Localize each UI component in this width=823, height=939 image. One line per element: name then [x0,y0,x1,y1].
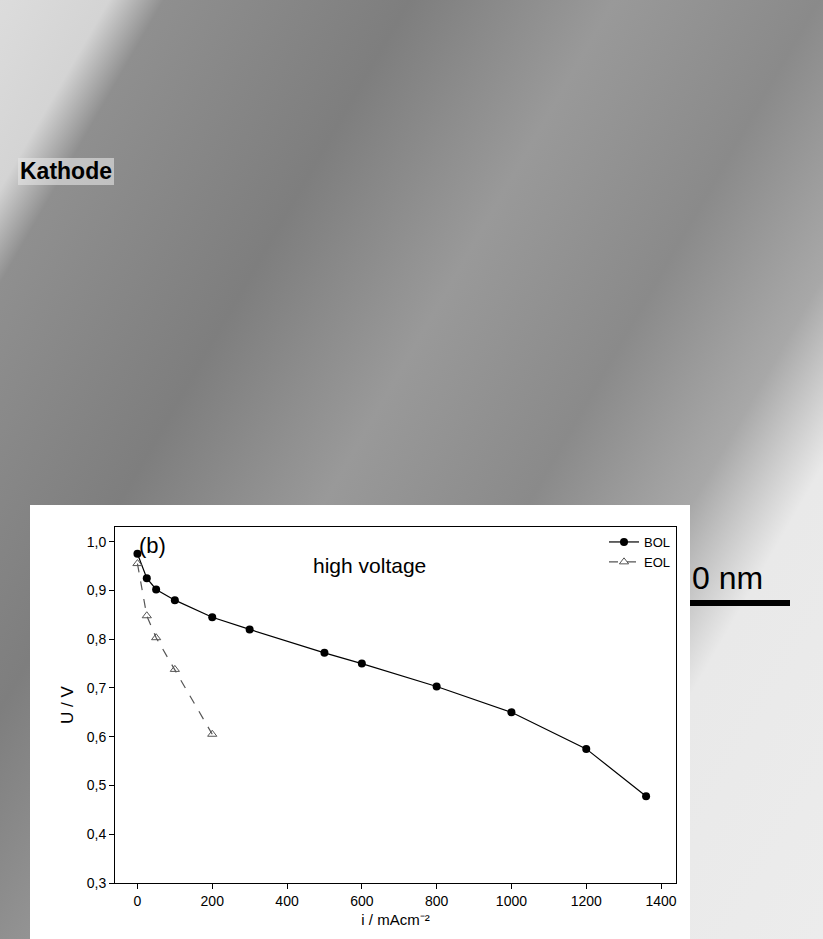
svg-text:EOL: EOL [644,555,670,570]
svg-text:high voltage: high voltage [313,554,426,577]
svg-text:0,5: 0,5 [87,777,107,793]
svg-text:0,7: 0,7 [87,680,107,696]
svg-text:600: 600 [350,893,374,909]
svg-text:0,3: 0,3 [87,875,107,891]
svg-text:U / V: U / V [58,685,77,723]
svg-text:1400: 1400 [645,893,676,909]
svg-text:400: 400 [275,893,299,909]
svg-text:800: 800 [425,893,449,909]
svg-text:200: 200 [201,893,225,909]
svg-text:0,6: 0,6 [87,729,107,745]
svg-text:BOL: BOL [644,535,670,550]
svg-text:1000: 1000 [496,893,527,909]
svg-text:0,8: 0,8 [87,631,107,647]
svg-text:1200: 1200 [571,893,602,909]
svg-text:1,0: 1,0 [87,534,107,550]
svg-text:(b): (b) [139,533,166,558]
svg-text:0: 0 [134,893,142,909]
svg-text:0,4: 0,4 [87,826,107,842]
svg-text:0,9: 0,9 [87,582,107,598]
html-text:Kathode: Kathode [20,158,112,184]
html-text:0 nm: 0 nm [692,560,764,596]
svg-text:i / mAcm⁻²: i / mAcm⁻² [361,911,429,928]
